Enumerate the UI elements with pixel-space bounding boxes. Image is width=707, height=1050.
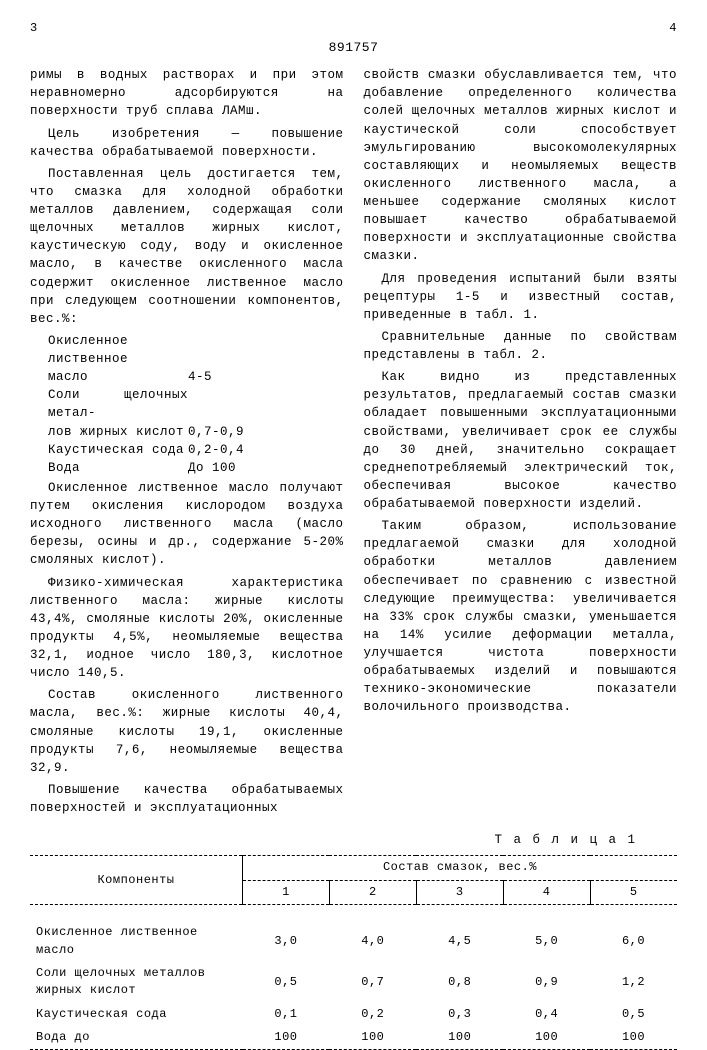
cell: 4,0 [329, 921, 416, 962]
cell: 4,5 [416, 921, 503, 962]
row-label: Вода до [30, 1026, 243, 1050]
table-row: Соли щелочных металлов жирных кислот 0,5… [30, 962, 677, 1003]
left-column: римы в водных растворах и при этом нерав… [30, 66, 344, 821]
recipe-val: 0,2-0,4 [188, 441, 344, 459]
row-label: Каустическая сода [30, 1003, 243, 1026]
table1-sub: 1 [243, 880, 330, 904]
recipe-val: 0,7-0,9 [188, 423, 344, 441]
cell: 0,4 [503, 1003, 590, 1026]
page-left: 3 [30, 20, 38, 37]
cell: 0,2 [329, 1003, 416, 1026]
para: Повышение качества обрабатываемых поверх… [30, 781, 344, 817]
para: Таким образом, использование предлагаемо… [364, 517, 678, 716]
cell: 1,2 [590, 962, 677, 1003]
table1-sub: 4 [503, 880, 590, 904]
cell: 0,5 [243, 962, 330, 1003]
recipe-val: До 100 [188, 459, 344, 477]
row-label: Окисленное лиственное масло [30, 921, 243, 962]
table-row: Окисленное лиственное масло 3,0 4,0 4,5 … [30, 921, 677, 962]
table1: Компоненты Состав смазок, вес.% 1 2 3 4 … [30, 855, 677, 1050]
table1-sub: 5 [590, 880, 677, 904]
cell: 3,0 [243, 921, 330, 962]
recipe-label: масло [48, 368, 188, 386]
cell: 0,7 [329, 962, 416, 1003]
para: Физико-химическая характеристика листвен… [30, 574, 344, 683]
table1-sub: 3 [416, 880, 503, 904]
cell: 0,5 [590, 1003, 677, 1026]
para: Цель изобретения — повышение качества об… [30, 125, 344, 161]
recipe-label: Соли щелочных метал- [48, 386, 188, 422]
para: Как видно из представленных результатов,… [364, 368, 678, 513]
recipe-label: Вода [48, 459, 188, 477]
cell: 100 [503, 1026, 590, 1050]
page-right: 4 [669, 20, 677, 37]
table1-title: Т а б л и ц а 1 [30, 831, 637, 849]
para: Поставленная цель достигается тем, что с… [30, 165, 344, 328]
para: Окисленное лиственное масло получают пут… [30, 479, 344, 570]
recipe-val: 4-5 [188, 368, 344, 386]
cell: 5,0 [503, 921, 590, 962]
table1-header-left: Компоненты [30, 856, 243, 905]
recipe-val [188, 332, 344, 368]
recipe-block: Окисленное лиственное масло4-5 Соли щело… [48, 332, 344, 477]
cell: 0,8 [416, 962, 503, 1003]
cell: 0,1 [243, 1003, 330, 1026]
para: римы в водных растворах и при этом нерав… [30, 66, 344, 120]
right-column: свойств смазки обуславливается тем, что … [364, 66, 678, 821]
cell: 100 [590, 1026, 677, 1050]
recipe-label: Окисленное лиственное [48, 332, 188, 368]
cell: 0,3 [416, 1003, 503, 1026]
table1-header-right: Состав смазок, вес.% [243, 856, 678, 880]
para: Сравнительные данные по свойствам предст… [364, 328, 678, 364]
para: Состав окисленного лиственного масла, ве… [30, 686, 344, 777]
cell: 6,0 [590, 921, 677, 962]
cell: 100 [243, 1026, 330, 1050]
body-columns: римы в водных растворах и при этом нерав… [30, 66, 677, 821]
recipe-label: лов жирных кислот [48, 423, 188, 441]
doc-number: 891757 [30, 39, 677, 58]
para: свойств смазки обуславливается тем, что … [364, 66, 678, 265]
table-row: Каустическая сода 0,1 0,2 0,3 0,4 0,5 [30, 1003, 677, 1026]
table-row: Вода до 100 100 100 100 100 [30, 1026, 677, 1050]
cell: 100 [416, 1026, 503, 1050]
recipe-label: Каустическая сода [48, 441, 188, 459]
page-header: 3 4 [30, 20, 677, 37]
recipe-val [188, 386, 344, 422]
cell: 0,9 [503, 962, 590, 1003]
row-label: Соли щелочных металлов жирных кислот [30, 962, 243, 1003]
table1-sub: 2 [329, 880, 416, 904]
para: Для проведения испытаний были взяты реце… [364, 270, 678, 324]
cell: 100 [329, 1026, 416, 1050]
